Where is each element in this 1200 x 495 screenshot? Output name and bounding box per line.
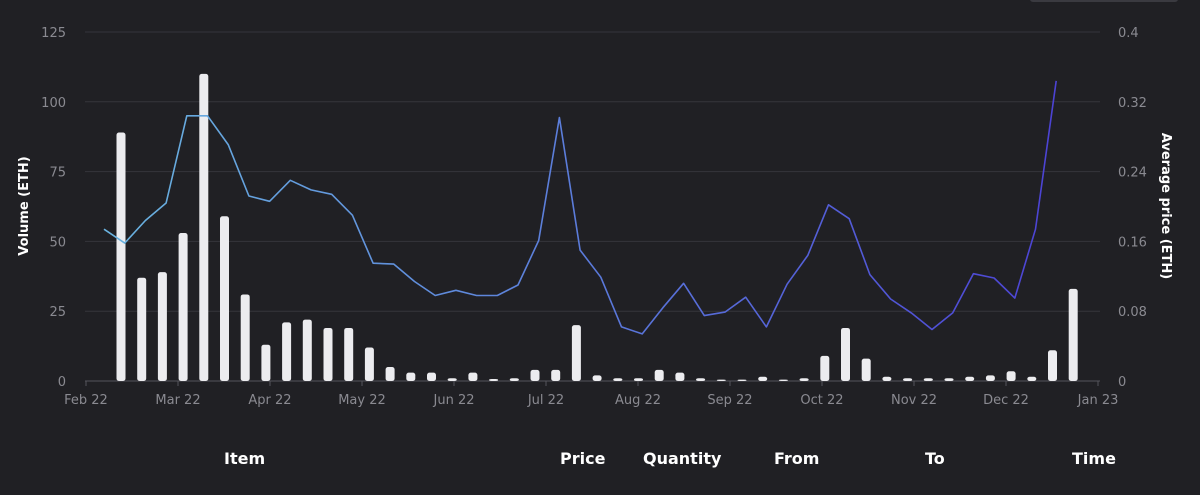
volume-bar[interactable] [199, 73, 209, 381]
x-tick-label: Jul 22 [527, 393, 564, 408]
volume-bar[interactable] [841, 327, 850, 381]
column-header-to[interactable]: To [925, 449, 945, 468]
x-tick-label: Oct 22 [800, 393, 843, 408]
column-header-item[interactable]: Item [224, 449, 266, 468]
volume-bar[interactable] [385, 367, 395, 381]
volume-bar[interactable] [965, 376, 975, 381]
volume-bar[interactable] [220, 216, 229, 381]
volume-bar[interactable] [882, 376, 892, 381]
volume-bar[interactable] [551, 369, 561, 381]
volume-bar[interactable] [758, 376, 768, 381]
volume-bar[interactable] [489, 379, 499, 381]
y-tick-left: 0 [58, 375, 66, 390]
volume-bar[interactable] [737, 379, 747, 381]
volume-bar[interactable] [799, 378, 809, 381]
x-tick-label: Aug 22 [615, 393, 661, 408]
volume-bar[interactable] [903, 378, 913, 381]
volume-bar[interactable] [364, 347, 374, 381]
volume-bar[interactable] [509, 378, 519, 381]
column-header-from[interactable]: From [774, 449, 820, 468]
volume-bar[interactable] [1027, 376, 1037, 381]
volume-bar[interactable] [157, 272, 167, 381]
x-tick-label: Apr 22 [248, 393, 291, 408]
volume-bar[interactable] [944, 378, 954, 381]
y-tick-left: 100 [41, 96, 66, 111]
y-tick-right: 0.16 [1118, 235, 1147, 250]
volume-bar[interactable] [178, 233, 188, 381]
volume-bar[interactable] [654, 369, 664, 381]
volume-bar[interactable] [1068, 288, 1078, 381]
volume-bar[interactable] [530, 369, 540, 381]
volume-bar[interactable] [716, 379, 726, 381]
column-header-time[interactable]: Time [1072, 449, 1116, 468]
volume-bar[interactable] [302, 319, 312, 381]
volume-bar[interactable] [137, 277, 147, 381]
volume-bar[interactable] [1048, 350, 1057, 381]
top-tab[interactable] [1030, 0, 1178, 2]
volume-bar[interactable] [261, 344, 271, 381]
x-tick-label: Sep 22 [707, 393, 752, 408]
volume-price-chart: 0 0 25 0.08 50 0.16 75 0.24 100 0.32 125 0.4 Feb 22 M… [17, 26, 1173, 408]
x-tick-label: Mar 22 [155, 393, 200, 408]
y-tick-right: 0 [1118, 375, 1126, 390]
x-tick-label: Jan 23 [1077, 393, 1119, 408]
volume-bar[interactable] [468, 372, 478, 381]
volume-bar[interactable] [985, 375, 995, 381]
volume-bar[interactable] [675, 372, 685, 381]
volume-bar[interactable] [592, 375, 602, 381]
column-header-quantity[interactable]: Quantity [643, 449, 722, 468]
volume-bar[interactable] [1006, 371, 1016, 381]
y-axis-left-title: Volume (ETH) [17, 156, 32, 255]
volume-bar[interactable] [820, 355, 830, 381]
volume-bar[interactable] [778, 379, 788, 381]
volume-bar[interactable] [696, 378, 706, 381]
y-tick-left: 25 [49, 305, 66, 320]
volume-bar[interactable] [571, 325, 581, 381]
y-tick-right: 0.4 [1118, 26, 1139, 41]
x-tick-label: Dec 22 [983, 393, 1029, 408]
y-tick-right: 0.32 [1118, 96, 1147, 111]
y-tick-left: 125 [41, 26, 66, 41]
y-tick-right: 0.08 [1118, 305, 1147, 320]
volume-bar[interactable] [344, 327, 354, 381]
y-tick-left: 75 [49, 166, 66, 181]
x-tick-label: May 22 [338, 393, 386, 408]
y-tick-left: 50 [49, 235, 66, 250]
x-tick-label: Feb 22 [64, 393, 108, 408]
volume-bar[interactable] [323, 327, 333, 381]
y-axis-right-title: Average price (ETH) [1158, 133, 1173, 279]
volume-bar[interactable] [923, 378, 933, 381]
volume-bar[interactable] [406, 372, 416, 381]
column-header-price[interactable]: Price [560, 449, 606, 468]
volume-bar[interactable] [613, 378, 623, 381]
average-price-line[interactable] [103, 80, 1057, 335]
volume-bar[interactable] [634, 378, 643, 381]
volume-bar[interactable] [447, 378, 457, 381]
volume-bar[interactable] [861, 358, 871, 381]
volume-bar[interactable] [427, 372, 436, 381]
volume-bar[interactable] [240, 294, 250, 381]
volume-bar[interactable] [282, 322, 292, 381]
x-tick-label: Nov 22 [891, 393, 937, 408]
x-tick-label: Jun 22 [433, 393, 475, 408]
volume-bar[interactable] [116, 132, 126, 381]
y-tick-right: 0.24 [1118, 166, 1147, 181]
